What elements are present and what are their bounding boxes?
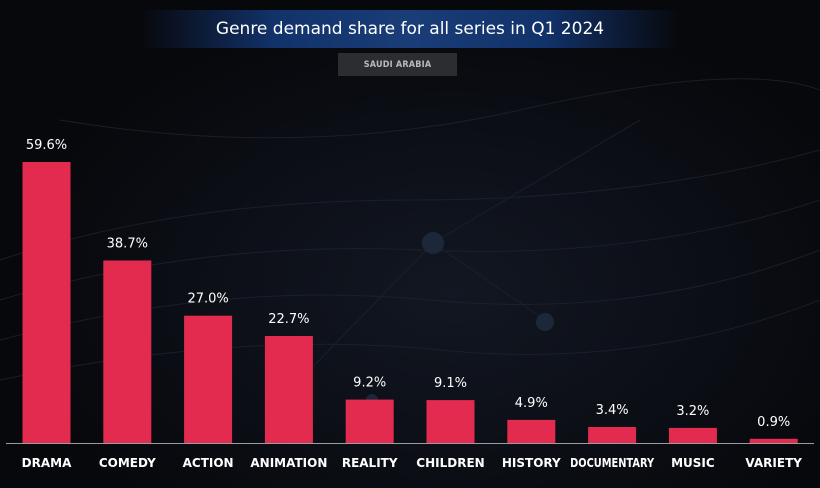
value-label-documentary: 3.4% <box>596 403 629 418</box>
value-label-music: 3.2% <box>676 404 709 419</box>
bar-comedy <box>103 260 152 443</box>
region-badge: SAUDI ARABIA <box>338 53 457 76</box>
category-label-music: MUSIC <box>671 456 715 470</box>
value-label-action: 27.0% <box>187 292 228 307</box>
category-label-documentary: DOCUMENTARY <box>570 456 654 470</box>
category-label-variety: VARIETY <box>745 456 802 470</box>
bar-documentary <box>588 427 637 443</box>
category-label-drama: DRAMA <box>22 456 72 470</box>
category-label-action: ACTION <box>183 456 234 470</box>
bar-variety <box>749 438 798 443</box>
bar-reality <box>345 399 394 443</box>
bar-animation <box>264 336 313 443</box>
value-label-variety: 0.9% <box>757 415 790 430</box>
value-label-history: 4.9% <box>515 396 548 411</box>
bar-history <box>507 419 556 443</box>
bar-action <box>184 315 233 443</box>
bar-drama <box>22 162 71 443</box>
title-banner: Genre demand share for all series in Q1 … <box>140 10 680 48</box>
chart-title: Genre demand share for all series in Q1 … <box>215 19 605 39</box>
category-label-children: CHILDREN <box>416 456 484 470</box>
bar-children <box>426 400 475 443</box>
value-label-comedy: 38.7% <box>107 237 148 252</box>
category-label-animation: ANIMATION <box>250 456 327 470</box>
value-label-reality: 9.2% <box>353 376 386 391</box>
value-label-children: 9.1% <box>434 376 467 391</box>
bar-music <box>668 427 717 443</box>
category-label-comedy: COMEDY <box>99 456 156 470</box>
value-label-drama: 59.6% <box>26 138 67 153</box>
category-label-history: HISTORY <box>502 456 561 470</box>
category-label-reality: REALITY <box>342 456 398 470</box>
value-label-animation: 22.7% <box>268 312 309 327</box>
